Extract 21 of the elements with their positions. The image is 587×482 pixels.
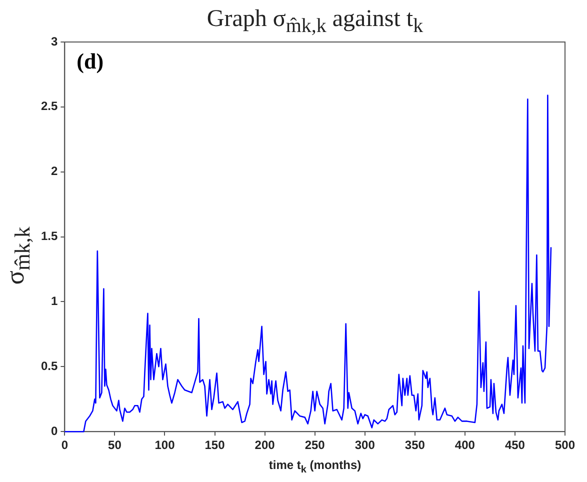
x-tick-label: 150 — [204, 438, 226, 452]
x-tick-label: 250 — [304, 438, 326, 452]
y-tick-label: 0 — [50, 424, 58, 438]
y-tick-label: 3 — [50, 34, 58, 48]
x-axis-title: time t$_{k}$ (months) — [268, 458, 362, 476]
x-tick-label: 50 — [108, 438, 122, 452]
x-tick-label: 100 — [154, 438, 176, 452]
y-tick-label: 1.5 — [40, 229, 58, 244]
y-tick-label: 2 — [50, 164, 58, 178]
y-tick-label: 1 — [50, 294, 58, 308]
y-tick-label: 0.5 — [40, 358, 58, 373]
x-tick-label: 300 — [354, 438, 376, 452]
annotation: (d) — [76, 48, 104, 74]
chart-title: Graph σ$_{m̂k,k}$ against t$_{k}$ — [206, 6, 424, 38]
x-tick-label: 500 — [554, 438, 576, 452]
x-tick-label: 0 — [61, 438, 68, 452]
x-tick-label: 400 — [454, 438, 476, 452]
x-tick-label: 350 — [404, 438, 426, 452]
y-tick-label: 2.5 — [40, 99, 58, 114]
x-tick-label: 200 — [254, 438, 276, 452]
x-tick-label: 450 — [504, 438, 526, 452]
